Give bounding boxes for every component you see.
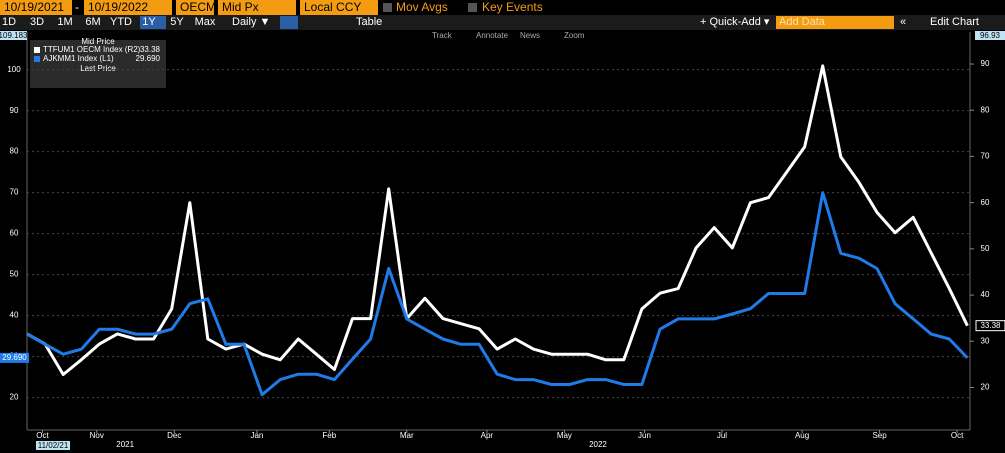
x-tick-label: Aug <box>795 431 809 440</box>
y-tick-label: 70 <box>10 188 19 197</box>
y2-tick-label: 20 <box>981 383 990 392</box>
chart-tool[interactable]: Zoom <box>564 31 585 40</box>
x-tick-label: Jul <box>717 431 727 440</box>
x-tick-label: Nov <box>90 431 104 440</box>
y2-top-tag <box>975 31 1005 40</box>
y-tick-label: 90 <box>10 106 19 115</box>
toolbar-row <box>0 15 1005 30</box>
last-value-tag <box>975 320 1005 332</box>
year-label: 2021 <box>116 440 134 449</box>
range-button[interactable]: Max <box>195 16 216 28</box>
x-tick-label: Oct <box>951 431 964 440</box>
frequency[interactable]: Daily ▼ <box>232 16 270 28</box>
plot: 20304050607080901002030405060708090109.1… <box>0 31 1005 450</box>
range-buttons: 1D 3D 1M 6M YTD 1Y 5Y Max <box>2 16 216 29</box>
add-data: Add Data <box>779 16 826 28</box>
line-chart-button[interactable] <box>280 16 298 29</box>
mov-avgs[interactable]: Mov Avgs <box>396 0 448 14</box>
legend-swatch <box>34 47 40 53</box>
quick-add[interactable]: + Quick-Add ▾ <box>700 16 770 28</box>
chart-tool[interactable]: Annotate <box>476 31 509 40</box>
edit-chart[interactable]: Edit Chart <box>930 16 979 28</box>
x-tick-label: Jan <box>250 431 263 440</box>
field-field[interactable] <box>218 0 296 15</box>
series-line <box>26 64 969 376</box>
y-tick-label: 80 <box>10 147 19 156</box>
y2-top-label: 96.93 <box>980 31 1001 40</box>
x-tick-label: Feb <box>322 431 336 440</box>
x-tick-label: May <box>557 431 572 440</box>
series-line <box>26 191 969 397</box>
y-tick-label: 100 <box>7 65 21 74</box>
field: Mid Px <box>222 0 259 14</box>
chart-tool[interactable]: Track <box>432 31 453 40</box>
legend-entry: AJKMM1 Index (L1) <box>43 54 114 63</box>
y2-tick-label: 40 <box>981 290 990 299</box>
y2-tick-label: 30 <box>981 336 990 345</box>
active-range <box>140 16 166 29</box>
currency: Local CCY <box>304 0 361 14</box>
dash: - <box>75 0 79 14</box>
end-date: 10/19/2022 <box>88 0 148 14</box>
range-button[interactable]: 1D <box>2 16 16 28</box>
y-top-label: 109.183 <box>0 31 28 40</box>
legend-title: Mid Price <box>81 37 115 46</box>
cursor-date-tag <box>36 441 70 450</box>
last-value-label: 33.38 <box>980 321 1001 330</box>
last-value-label: 29.690 <box>2 353 27 362</box>
key-events[interactable]: Key Events <box>482 0 543 14</box>
source: OECM <box>180 0 216 14</box>
y2-tick-label: 70 <box>981 152 990 161</box>
key-events-checkbox[interactable] <box>468 3 477 12</box>
range-button[interactable]: 6M <box>85 16 100 28</box>
currency-field[interactable] <box>300 0 378 15</box>
end-date-field[interactable] <box>84 0 172 15</box>
y2-tick-label: 50 <box>981 244 990 253</box>
y-tick-label: 50 <box>10 270 19 279</box>
y-tick-label: 20 <box>10 393 19 402</box>
x-tick-label: Jun <box>638 431 651 440</box>
x-tick-label: Sep <box>872 431 887 440</box>
legend-swatch <box>34 56 40 62</box>
y2-tick-label: 60 <box>981 198 990 207</box>
range-button[interactable]: 3D <box>30 16 44 28</box>
range-button[interactable]: 5Y <box>170 16 184 28</box>
start-date: 10/19/2021 <box>4 0 64 14</box>
y-tick-label: 40 <box>10 311 19 320</box>
y-tick-label: 60 <box>10 229 19 238</box>
legend-footer: Last Price <box>80 64 116 73</box>
y2-tick-label: 80 <box>981 105 990 114</box>
legend-value: 33.38 <box>140 45 161 54</box>
range-button[interactable]: 1M <box>57 16 72 28</box>
x-tick-label: Apr <box>481 431 494 440</box>
last-value-tag <box>0 352 29 363</box>
y2-tick-label: 90 <box>981 59 990 68</box>
cursor-date: 11/02/21 <box>38 441 69 450</box>
chart-tool[interactable]: News <box>520 31 540 40</box>
range-button[interactable]: 1Y <box>142 16 156 28</box>
collapse[interactable]: « <box>900 16 906 28</box>
x-tick-label: Dec <box>167 431 181 440</box>
legend: TTFUM1 OECM Index (R2) 33.38 AJKMM1 Index … <box>34 45 161 63</box>
legend-entry: TTFUM1 OECM Index (R2) <box>43 45 141 54</box>
year-label: 2022 <box>589 440 607 449</box>
legend-box <box>30 40 166 88</box>
y-top-tag <box>0 31 27 40</box>
table-button[interactable]: Table <box>356 16 382 28</box>
start-date-field[interactable] <box>0 0 72 15</box>
source-field[interactable] <box>176 0 214 15</box>
mov-avgs-checkbox[interactable] <box>383 3 392 12</box>
x-tick-label: Oct <box>36 431 49 440</box>
chart-tools: Track Annotate News Zoom <box>432 31 585 40</box>
range-button[interactable]: YTD <box>110 16 132 28</box>
legend-value: 29.690 <box>136 54 161 63</box>
add-data-field[interactable] <box>776 16 894 29</box>
x-tick-label: Mar <box>400 431 414 440</box>
